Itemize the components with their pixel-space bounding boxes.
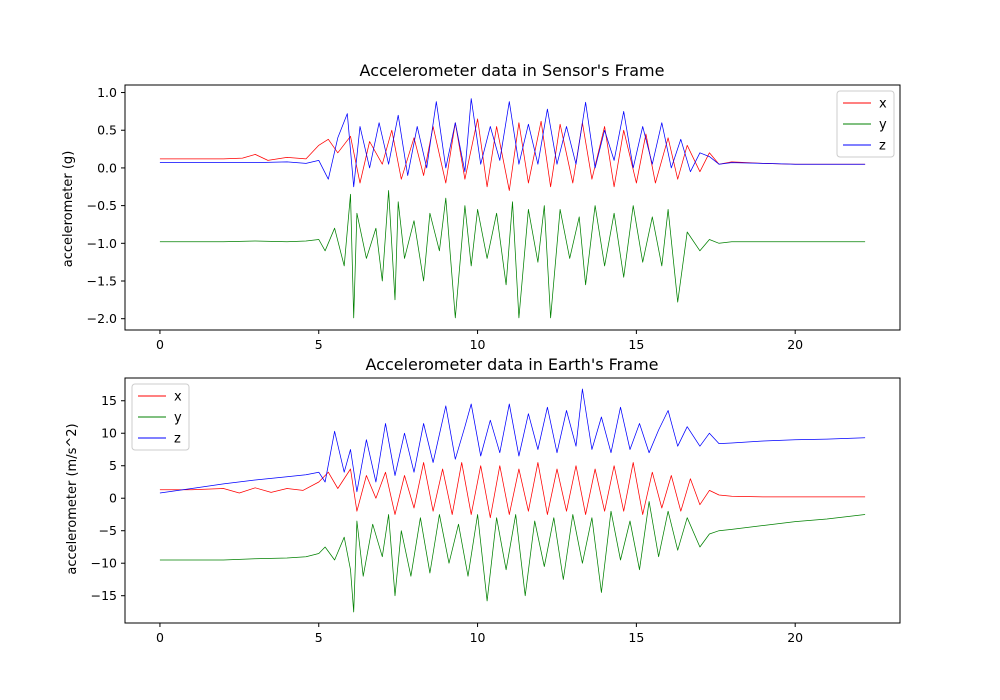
y-axis-ticks: −15 −10 −5 0 5 10 15 <box>91 393 125 603</box>
series-y-line <box>159 190 866 319</box>
y-tick-label: 1.0 <box>97 85 117 100</box>
y-tick-label: 0.5 <box>97 123 117 138</box>
y-axis-label: accelerometer (m/s^2) <box>65 423 80 574</box>
y-tick-label: 0.0 <box>97 160 117 175</box>
series-x-line <box>159 462 866 519</box>
sensor-frame-chart: Accelerometer data in Sensor's Frame acc… <box>61 61 901 352</box>
y-tick-label: −0.5 <box>87 198 117 213</box>
series-z-line <box>159 98 866 188</box>
chart-title: Accelerometer data in Earth's Frame <box>366 355 659 374</box>
x-tick-label: 0 <box>156 337 164 352</box>
y-tick-label: 15 <box>101 393 117 408</box>
legend: xyz <box>836 90 895 158</box>
y-tick-label: −10 <box>91 556 117 571</box>
x-tick-label: 15 <box>628 630 644 645</box>
y-tick-label: −2.0 <box>87 311 117 326</box>
series-y-line <box>159 501 866 613</box>
plot-frame <box>124 84 901 331</box>
y-axis-ticks: −2.0 −1.5 −1.0 −0.5 0.0 0.5 1.0 <box>87 85 125 326</box>
plot-lines <box>159 98 866 319</box>
y-tick-label: 0 <box>109 491 117 506</box>
series-z-line <box>159 388 866 494</box>
x-tick-label: 10 <box>470 630 486 645</box>
legend-label-y: y <box>879 118 887 133</box>
x-tick-label: 20 <box>787 630 803 645</box>
legend-label-y: y <box>174 411 182 426</box>
y-tick-label: −1.5 <box>87 274 117 289</box>
legend-label-z: z <box>174 432 181 447</box>
plot-frame <box>124 377 901 624</box>
y-tick-label: −5 <box>99 523 117 538</box>
series-x-line <box>159 118 866 191</box>
x-axis-ticks: 0 5 10 15 20 <box>156 330 803 352</box>
legend-label-z: z <box>879 139 886 154</box>
earth-frame-chart: Accelerometer data in Earth's Frame acce… <box>65 355 901 645</box>
plot-lines <box>159 388 866 613</box>
x-tick-label: 10 <box>470 337 486 352</box>
x-tick-label: 5 <box>315 337 323 352</box>
y-tick-label: −15 <box>91 588 117 603</box>
legend: xyz <box>131 383 190 451</box>
chart-title: Accelerometer data in Sensor's Frame <box>360 61 665 80</box>
y-tick-label: 5 <box>109 458 117 473</box>
legend-label-x: x <box>879 97 887 112</box>
y-tick-label: 10 <box>101 426 117 441</box>
x-tick-label: 0 <box>156 630 164 645</box>
y-tick-label: −1.0 <box>87 236 117 251</box>
x-axis-ticks: 0 5 10 15 20 <box>156 623 803 645</box>
y-axis-label: accelerometer (g) <box>61 151 76 268</box>
x-tick-label: 15 <box>628 337 644 352</box>
legend-label-x: x <box>174 390 182 405</box>
x-tick-label: 5 <box>315 630 323 645</box>
x-tick-label: 20 <box>787 337 803 352</box>
